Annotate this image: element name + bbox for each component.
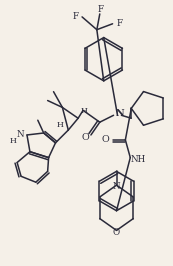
Text: H: H xyxy=(57,121,64,129)
Text: F: F xyxy=(116,19,122,28)
Text: N: N xyxy=(113,182,120,191)
Text: H: H xyxy=(81,107,88,115)
Text: O: O xyxy=(102,135,110,144)
Text: NH: NH xyxy=(131,155,146,164)
Text: N: N xyxy=(115,109,124,118)
Text: H: H xyxy=(10,137,17,145)
Text: O: O xyxy=(113,228,120,237)
Text: F: F xyxy=(72,13,78,21)
Text: N: N xyxy=(16,130,24,139)
Text: O: O xyxy=(81,134,89,142)
Text: F: F xyxy=(98,5,104,14)
